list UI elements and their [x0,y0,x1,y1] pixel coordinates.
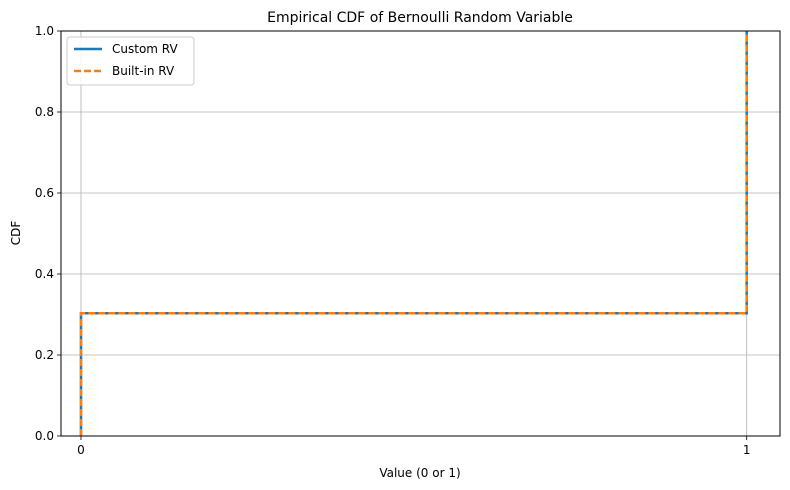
y-tick-label: 0.8 [35,105,54,119]
y-tick-label: 0.6 [35,186,54,200]
x-tick-label: 1 [743,443,751,457]
series-group [79,31,748,436]
y-tick-label: 0.4 [35,267,54,281]
chart-title: Empirical CDF of Bernoulli Random Variab… [267,10,573,26]
y-tick-label: 0.0 [35,429,54,443]
legend-label-built-in-rv: Built-in RV [112,64,175,78]
plot-frame [60,30,781,437]
ticks: 0 1 0.0 0.2 0.4 0.6 0.8 1.0 [35,24,751,457]
legend: Custom RV Built-in RV [66,36,195,86]
y-axis-label: CDF [9,221,23,246]
x-tick-label: 0 [77,443,85,457]
y-tick-label: 0.2 [35,348,54,362]
y-tick-label: 1.0 [35,24,54,38]
series-line-built-in-rv [79,31,748,436]
legend-label-custom-rv: Custom RV [112,42,178,56]
x-axis-label: Value (0 or 1) [379,466,460,480]
